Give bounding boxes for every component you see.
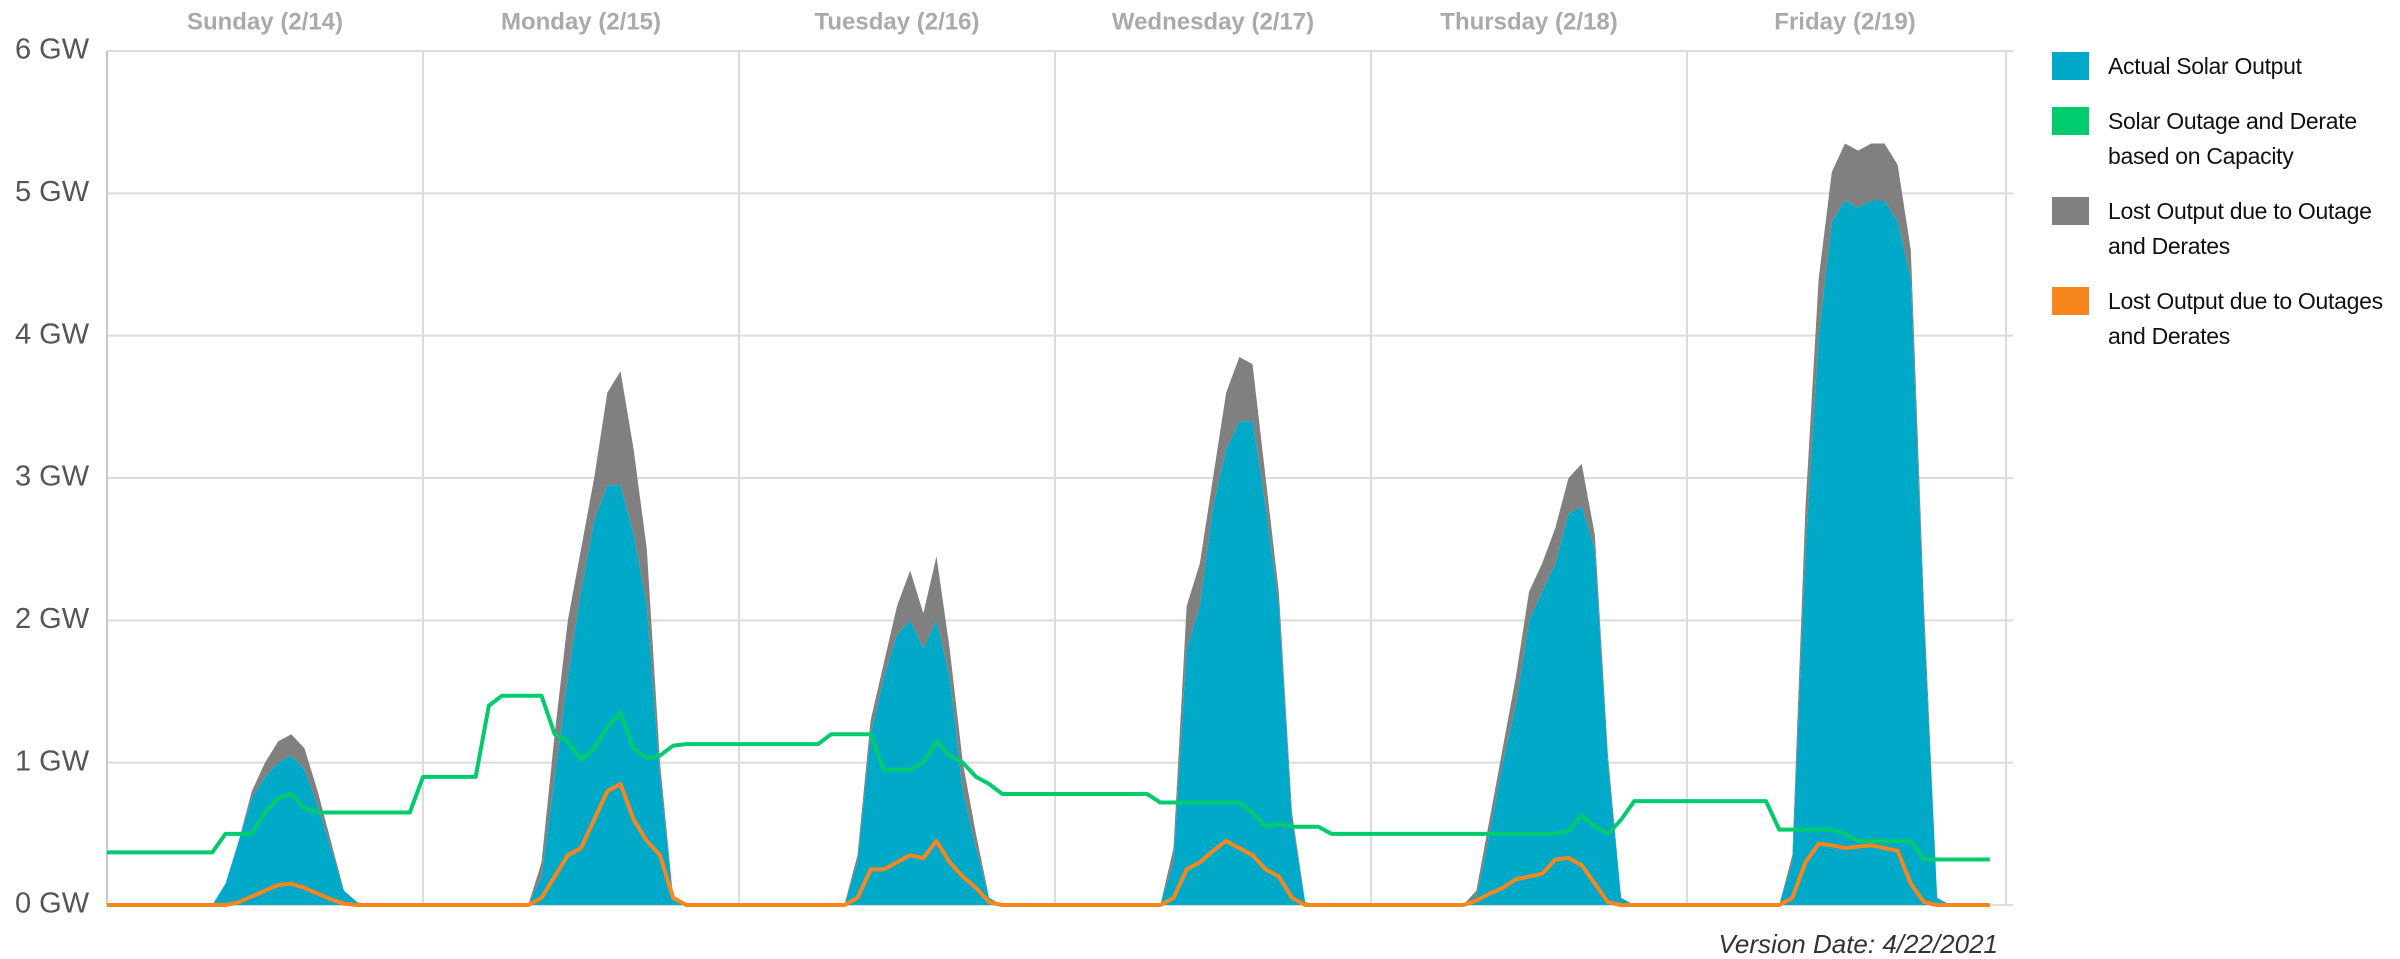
y-tick-label: 0 GW [15, 888, 90, 920]
legend-swatch [2052, 107, 2089, 135]
legend-swatch [2052, 52, 2089, 80]
day-label: Sunday (2/14) [187, 8, 343, 35]
line [107, 693, 1990, 862]
legend-swatch [2052, 287, 2089, 315]
y-tick-label: 5 GW [15, 176, 90, 208]
version-date: Version Date: 4/22/2021 [1719, 929, 1998, 959]
y-tick-label: 2 GW [15, 603, 90, 635]
y-tick-label: 4 GW [15, 318, 90, 350]
legend-label: Lost Output due to Outages and Derates [2108, 288, 2383, 349]
legend-label: Actual Solar Output [2108, 53, 2302, 79]
legend-label: Lost Output due to Outage and Derates [2108, 198, 2372, 259]
day-label: Thursday (2/18) [1440, 8, 1617, 35]
day-label: Monday (2/15) [501, 8, 661, 35]
y-tick-label: 1 GW [15, 745, 90, 777]
area [107, 200, 1990, 905]
line [107, 782, 1990, 907]
grid [106, 50, 2013, 906]
area [107, 143, 1990, 905]
legend-entry: Actual Solar Output [2052, 49, 2388, 84]
day-label: Wednesday (2/17) [1112, 8, 1314, 35]
y-tick-label: 3 GW [15, 461, 90, 493]
day-label: Friday (2/19) [1774, 8, 1915, 35]
legend-entry: Lost Output due to Outage and Derates [2052, 194, 2388, 264]
y-tick-label: 6 GW [15, 34, 90, 66]
legend-entry: Solar Outage and Derate based on Capacit… [2052, 104, 2388, 174]
legend-swatch [2052, 197, 2089, 225]
legend: Actual Solar Output Solar Outage and Dera… [2052, 49, 2388, 354]
legend-label: Solar Outage and Derate based on Capacit… [2108, 108, 2357, 169]
day-label: Tuesday (2/16) [815, 8, 980, 35]
legend-entry: Lost Output due to Outages and Derates [2052, 284, 2388, 354]
